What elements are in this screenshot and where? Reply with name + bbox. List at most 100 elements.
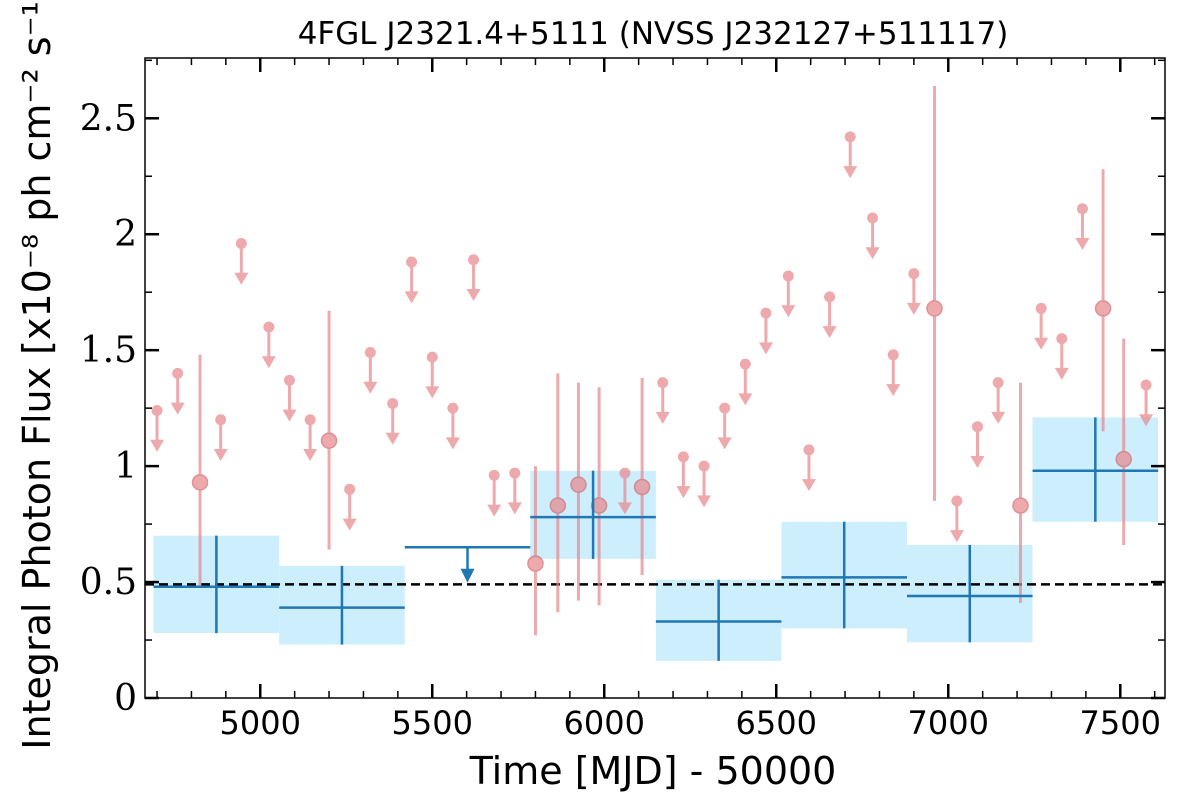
x-tick-label: 5500 (392, 704, 473, 742)
upper-limit-marker (803, 444, 815, 456)
upper-limit-arrowhead (445, 437, 460, 450)
upper-limit-arrowhead (342, 518, 357, 531)
detection-point (926, 85, 943, 501)
upper-limit-marker (406, 256, 418, 268)
upper-limit-marker (1035, 302, 1047, 314)
upper-limit-point (655, 377, 670, 424)
detection-marker (633, 478, 651, 496)
detection-marker (1012, 497, 1029, 514)
upper-limit-point (404, 256, 419, 304)
upper-limit-point (1034, 302, 1049, 350)
upper-limit-arrowhead (213, 449, 228, 461)
long-bin-point (153, 535, 280, 634)
upper-limit-point (1075, 203, 1090, 250)
plot-area (145, 417, 1165, 661)
upper-limit-arrowhead (507, 502, 522, 515)
upper-limit-arrowhead (1054, 367, 1069, 380)
x-tick-label: 7500 (1080, 704, 1161, 742)
upper-limit-arrowhead (303, 449, 318, 461)
upper-limit-point (213, 414, 228, 461)
upper-limit-marker (972, 421, 984, 433)
upper-limit-point (822, 291, 837, 339)
y-tick-label: 0 (114, 678, 137, 719)
upper-limit-arrowhead (363, 381, 378, 394)
detection-point (1012, 382, 1029, 603)
upper-limit-point (385, 398, 400, 445)
upper-limit-arrowhead (487, 504, 502, 517)
upper-limit-marker (468, 254, 480, 266)
upper-limit-marker (698, 460, 710, 472)
upper-limit-arrowhead (822, 326, 837, 339)
detection-point (1115, 338, 1132, 545)
upper-limit-marker (447, 402, 459, 414)
upper-limit-point (150, 404, 165, 452)
upper-limit-point (303, 414, 318, 461)
plot-frame (144, 57, 1166, 699)
upper-limit-marker (1140, 379, 1152, 391)
upper-limit-point (466, 254, 481, 301)
upper-limit-arrowhead (234, 272, 249, 285)
y-tick-label: 2 (114, 214, 137, 255)
upper-limit-marker (172, 367, 184, 379)
detection-point (590, 387, 608, 606)
data-marks (150, 85, 1159, 661)
detection-marker (1094, 300, 1112, 317)
x-axis-label: Time [MJD] - 50000 (469, 749, 837, 793)
upper-limit-marker (677, 451, 689, 463)
upper-limit-marker (951, 495, 963, 507)
detection-marker (191, 474, 209, 491)
upper-limit-point (282, 374, 297, 422)
upper-limit-marker (215, 414, 227, 426)
upper-limit-point (991, 377, 1006, 424)
upper-limit-arrowhead (1034, 337, 1049, 350)
upper-limit-point (507, 467, 522, 515)
detection-point (549, 373, 567, 613)
upper-limit-marker (1076, 203, 1088, 215)
upper-limit-arrowhead (738, 393, 753, 406)
upper-limit-arrowhead (970, 455, 985, 468)
detection-marker (570, 476, 587, 493)
upper-limit-point (617, 467, 632, 515)
upper-limit-point (676, 451, 691, 499)
y-axis-label: Integral Photon Flux [x10⁻⁸ ph cm⁻² s⁻¹] (15, 0, 59, 750)
upper-limit-point (170, 367, 185, 415)
long-bin-arrowhead (460, 568, 475, 583)
upper-limit-arrowhead (717, 437, 732, 450)
detection-marker (590, 497, 608, 514)
upper-limit-point (738, 358, 753, 406)
upper-limit-arrowhead (655, 411, 670, 424)
detection-marker (549, 497, 567, 514)
upper-limit-marker (844, 131, 856, 143)
detection-point (570, 382, 587, 601)
detection-point (320, 310, 338, 550)
upper-limit-marker (1056, 333, 1068, 345)
long-bin-point (906, 544, 1033, 643)
upper-limit-arrowhead (906, 302, 921, 315)
upper-limit-point (1054, 333, 1069, 380)
upper-limit-marker (992, 377, 1004, 389)
upper-limit-marker (760, 307, 772, 319)
detection-point (191, 354, 209, 587)
x-tick-label: 6000 (564, 704, 645, 742)
upper-limit-marker (719, 402, 731, 414)
upper-limit-marker (509, 467, 521, 479)
upper-limit-point (261, 321, 276, 369)
upper-limit-arrowhead (466, 289, 481, 301)
y-tick-label: 1 (114, 446, 137, 487)
upper-limit-arrowhead (676, 486, 691, 499)
upper-limit-arrowhead (150, 439, 165, 452)
upper-limit-point (843, 131, 858, 179)
detection-point (527, 466, 544, 636)
upper-limit-marker (364, 346, 376, 358)
upper-limit-point (717, 402, 732, 450)
upper-limit-marker (867, 212, 879, 224)
y-tick-label: 0.5 (80, 562, 137, 603)
upper-limit-marker (824, 291, 836, 303)
upper-limit-arrowhead (865, 247, 880, 260)
upper-limit-marker (739, 358, 751, 370)
upper-limit-point (906, 268, 921, 315)
upper-limit-marker (283, 374, 295, 386)
upper-limit-marker (387, 398, 399, 410)
upper-limit-point (697, 460, 712, 508)
